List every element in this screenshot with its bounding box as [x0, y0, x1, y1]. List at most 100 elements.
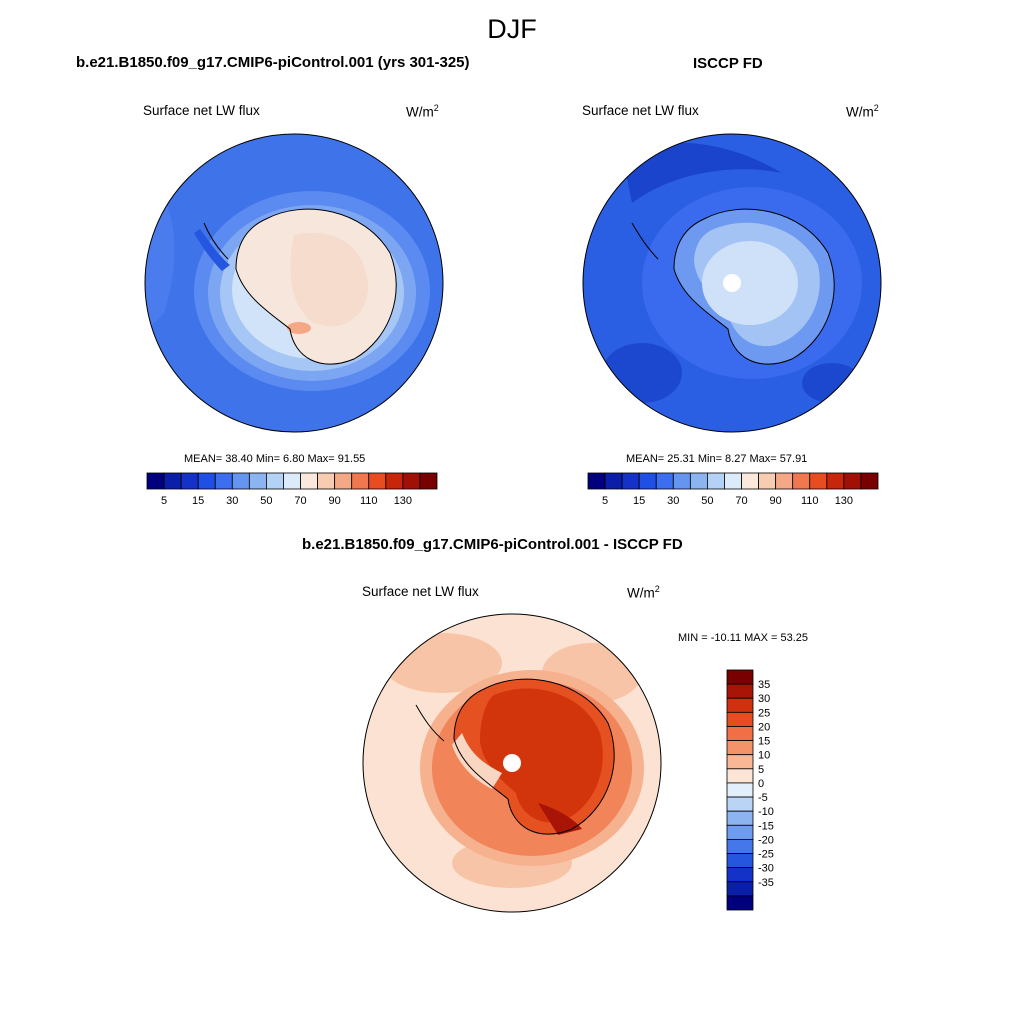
colorbar-tick-label: -20 — [758, 834, 774, 846]
panel2-units: W/m2 — [846, 103, 879, 120]
colorbar-box — [266, 472, 284, 490]
colorbar-box — [655, 472, 674, 490]
colorbar-box — [726, 824, 754, 840]
colorbar-tick-label: 70 — [735, 495, 747, 507]
panel2-variable: Surface net LW flux — [582, 103, 699, 118]
colorbar-tick-label: 130 — [835, 495, 853, 507]
colorbar-box — [826, 472, 845, 490]
colorbar-box — [758, 472, 777, 490]
panel3-variable: Surface net LW flux — [362, 584, 479, 599]
colorbar-tick-label: 35 — [758, 679, 770, 691]
colorbar-box — [726, 711, 754, 727]
colorbar-box — [726, 669, 754, 685]
map-difference — [362, 613, 662, 913]
panel3-title: b.e21.B1850.f09_g17.CMIP6-piControl.001 … — [302, 536, 683, 553]
colorbar-box — [351, 472, 370, 490]
colorbar-tick-label: 30 — [226, 495, 238, 507]
colorbar-tick-label: 20 — [758, 721, 770, 733]
map-isccp — [582, 133, 882, 433]
colorbar-box — [726, 810, 754, 826]
colorbar-box — [707, 472, 725, 490]
colorbar-box — [726, 839, 754, 854]
colorbar-box — [860, 472, 879, 490]
map-model — [144, 133, 444, 433]
colorbar-box — [300, 472, 318, 490]
colorbar-tick-label: 30 — [758, 693, 770, 705]
colorbar-tick-label: 130 — [394, 495, 412, 507]
figure-title: DJF — [487, 14, 537, 44]
colorbar-box — [689, 472, 708, 490]
panel1-title: b.e21.B1850.f09_g17.CMIP6-piControl.001 … — [76, 54, 470, 71]
panel1-variable: Surface net LW flux — [143, 103, 260, 118]
colorbar-tick-label: 15 — [633, 495, 645, 507]
colorbar-tick-label: -25 — [758, 849, 774, 861]
colorbar-box — [334, 472, 353, 490]
panel3-units: W/m2 — [627, 584, 660, 601]
colorbar-box — [231, 472, 250, 490]
colorbar-box — [197, 472, 216, 490]
colorbar-box — [726, 740, 754, 756]
colorbar-tick-label: 25 — [758, 707, 770, 719]
colorbar-box — [248, 472, 267, 490]
colorbar-box — [726, 683, 754, 699]
colorbar-box — [726, 881, 754, 897]
colorbar-tick-label: 90 — [329, 495, 341, 507]
colorbar-box — [726, 796, 754, 812]
colorbar-box — [726, 754, 754, 770]
colorbar-tick-label: 90 — [770, 495, 782, 507]
colorbar-box — [724, 472, 742, 490]
colorbar-model: 5 15 30 50 70 90 110 130 — [146, 472, 438, 507]
colorbar-box — [726, 782, 754, 798]
colorbar-box — [621, 472, 640, 490]
panel1-stats: MEAN= 38.40 Min= 6.80 Max= 91.55 — [184, 453, 366, 465]
colorbar-tick-label: -30 — [758, 863, 774, 875]
colorbar-box — [726, 895, 754, 911]
colorbar-tick-label: 110 — [801, 495, 819, 507]
colorbar-box — [726, 768, 754, 784]
colorbar-tick-label: -15 — [758, 820, 774, 832]
colorbar-tick-label: 70 — [294, 495, 306, 507]
colorbar-box — [368, 472, 387, 490]
colorbar-box — [402, 472, 421, 490]
colorbar-box — [672, 472, 691, 490]
colorbar-tick-label: -5 — [758, 792, 768, 804]
colorbar-tick-label: 15 — [758, 736, 770, 748]
colorbar-box — [419, 472, 438, 490]
colorbar-tick-label: 10 — [758, 750, 770, 762]
colorbar-box — [726, 697, 754, 713]
colorbar-box — [792, 472, 811, 490]
colorbar-box — [163, 472, 182, 490]
colorbar-box — [604, 472, 623, 490]
colorbar-box — [726, 867, 754, 883]
colorbar-box — [809, 472, 828, 490]
colorbar-isccp: 5 15 30 50 70 90 110 130 — [587, 472, 879, 507]
colorbar-tick-label: 5 — [602, 495, 608, 507]
colorbar-tick-label: 50 — [260, 495, 272, 507]
colorbar-tick-label: -35 — [758, 877, 774, 889]
colorbar-tick-label: 110 — [360, 495, 378, 507]
colorbar-box — [214, 472, 233, 490]
panel3-stats: MIN = -10.11 MAX = 53.25 — [678, 632, 809, 644]
colorbar-box — [726, 726, 754, 741]
colorbar-tick-label: -10 — [758, 806, 774, 818]
colorbar-box — [638, 472, 657, 490]
colorbar-box — [587, 472, 606, 490]
panel2-title: ISCCP FD — [693, 55, 763, 72]
colorbar-box — [317, 472, 336, 490]
colorbar-tick-label: 50 — [701, 495, 713, 507]
colorbar-box — [385, 472, 404, 490]
colorbar-box — [843, 472, 862, 490]
colorbar-box — [180, 472, 199, 490]
colorbar-tick-label: 15 — [192, 495, 204, 507]
colorbar-tick-label: 30 — [667, 495, 679, 507]
colorbar-tick-label: 0 — [758, 778, 764, 790]
colorbar-box — [146, 472, 165, 490]
colorbar-difference: 35 30 25 20 15 10 5 0 -5 -10 -15 -20 -25 -30 -35 — [726, 669, 774, 911]
colorbar-tick-label: 5 — [758, 764, 764, 776]
colorbar-box — [283, 472, 301, 490]
colorbar-box — [726, 853, 754, 869]
colorbar-box — [741, 472, 759, 490]
panel1-units: W/m2 — [406, 103, 439, 120]
colorbar-box — [775, 472, 794, 490]
panel2-stats: MEAN= 25.31 Min= 8.27 Max= 57.91 — [626, 453, 808, 465]
